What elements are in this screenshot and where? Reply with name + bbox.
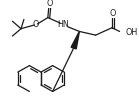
Text: HN: HN [57, 20, 69, 29]
Text: O: O [47, 0, 53, 8]
Text: OH: OH [125, 28, 138, 37]
Text: O: O [32, 20, 39, 29]
Polygon shape [71, 31, 79, 49]
Text: O: O [110, 9, 116, 18]
